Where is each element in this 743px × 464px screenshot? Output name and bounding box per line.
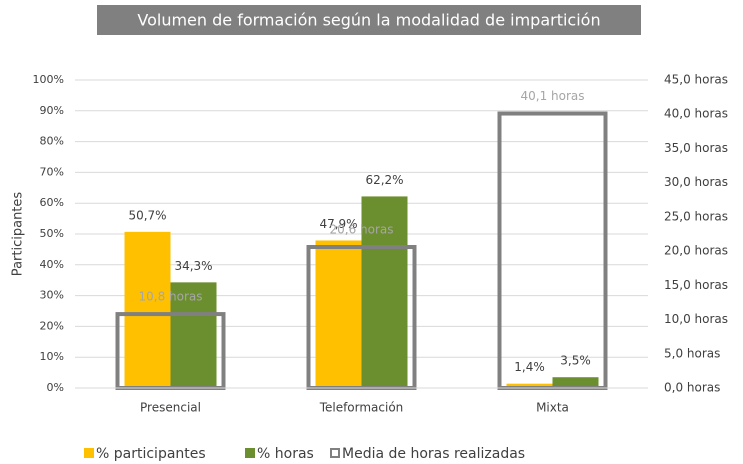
y2-tick-label: 15,0 horas bbox=[664, 278, 728, 292]
y-tick-label: 30% bbox=[40, 289, 64, 302]
y2-tick-label: 25,0 horas bbox=[664, 209, 728, 223]
y2-tick-label: 35,0 horas bbox=[664, 141, 728, 155]
y-tick-label: 80% bbox=[40, 135, 64, 148]
data-label: 47,9% bbox=[319, 217, 357, 231]
x-tick-label: Presencial bbox=[140, 401, 201, 415]
x-tick-label: Teleformación bbox=[319, 401, 404, 415]
data-label: 10,8 horas bbox=[138, 290, 202, 304]
y2-tick-label: 10,0 horas bbox=[664, 312, 728, 326]
y2-tick-label: 0,0 horas bbox=[664, 381, 720, 395]
y-tick-label: 60% bbox=[40, 196, 64, 209]
data-label: 3,5% bbox=[560, 354, 591, 368]
y-axis-title: Participantes bbox=[11, 192, 26, 277]
y2-tick-label: 40,0 horas bbox=[664, 107, 728, 121]
y2-tick-label: 5,0 horas bbox=[664, 346, 720, 360]
title-box bbox=[97, 5, 641, 35]
data-label: 50,7% bbox=[128, 208, 166, 222]
bar bbox=[170, 282, 217, 388]
data-label: 34,3% bbox=[174, 259, 212, 273]
bar bbox=[315, 240, 362, 388]
y2-tick-label: 20,0 horas bbox=[664, 244, 728, 258]
bar bbox=[506, 383, 553, 388]
average-box bbox=[497, 111, 608, 390]
bar bbox=[124, 231, 171, 388]
legend-swatch bbox=[330, 448, 340, 458]
x-tick-label: Mixta bbox=[536, 401, 569, 415]
legend-label: % participantes bbox=[96, 446, 206, 462]
data-label: 20,6 horas bbox=[329, 223, 393, 237]
y-tick-label: 20% bbox=[40, 319, 64, 332]
y-tick-label: 40% bbox=[40, 258, 64, 271]
y-tick-label: 50% bbox=[40, 227, 64, 240]
y-tick-label: 90% bbox=[40, 104, 64, 117]
y-tick-label: 70% bbox=[40, 165, 64, 178]
y-tick-label: 0% bbox=[47, 381, 64, 394]
data-label: 62,2% bbox=[365, 173, 403, 187]
data-label: 1,4% bbox=[514, 360, 545, 374]
legend-swatch bbox=[245, 448, 255, 458]
legend-label: % horas bbox=[257, 446, 314, 462]
chart-title: Volumen de formación según la modalidad … bbox=[137, 11, 600, 30]
y-tick-label: 10% bbox=[40, 350, 64, 363]
y-tick-label: 100% bbox=[33, 73, 64, 86]
legend-swatch bbox=[84, 448, 94, 458]
data-label: 40,1 horas bbox=[520, 89, 584, 103]
y2-tick-label: 45,0 horas bbox=[664, 73, 728, 87]
legend-label: Media de horas realizadas bbox=[342, 446, 525, 462]
bar bbox=[552, 377, 599, 388]
y2-tick-label: 30,0 horas bbox=[664, 175, 728, 189]
bar bbox=[361, 196, 408, 388]
